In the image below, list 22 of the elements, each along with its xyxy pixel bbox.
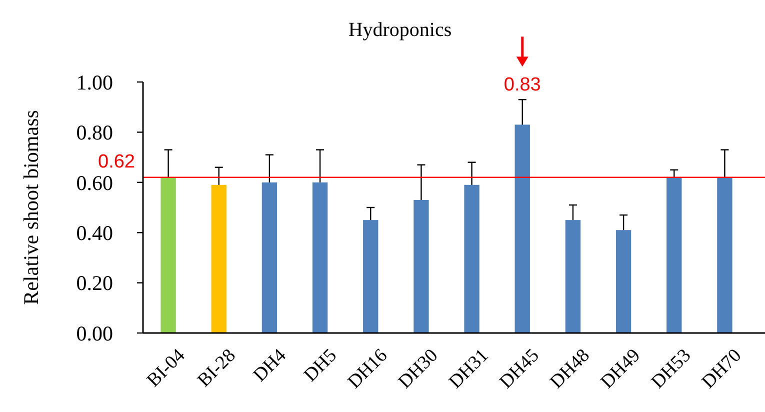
bar [160, 177, 176, 333]
bar [414, 200, 429, 333]
bar [666, 177, 682, 333]
ref-line-label: 0.62 [98, 151, 135, 172]
y-tick-label: 0.80 [76, 120, 113, 145]
chart-title: Hydroponics [348, 19, 452, 41]
y-tick-label: 0.20 [76, 271, 113, 296]
y-tick-label: 0.00 [76, 321, 113, 346]
y-tick-label: 1.00 [76, 70, 113, 94]
bar [565, 220, 581, 333]
annotation: 0.83 [504, 74, 541, 96]
bar [616, 230, 632, 333]
bar [464, 184, 480, 333]
y-tick-label: 0.40 [76, 220, 113, 245]
bar [262, 182, 278, 333]
bar [717, 177, 732, 333]
y-tick-label: 0.60 [76, 170, 113, 195]
y-axis-title: Relative shoot biomass [19, 110, 43, 305]
bar [211, 184, 226, 333]
bar [363, 220, 378, 333]
bar [312, 182, 328, 333]
bar [514, 124, 530, 333]
